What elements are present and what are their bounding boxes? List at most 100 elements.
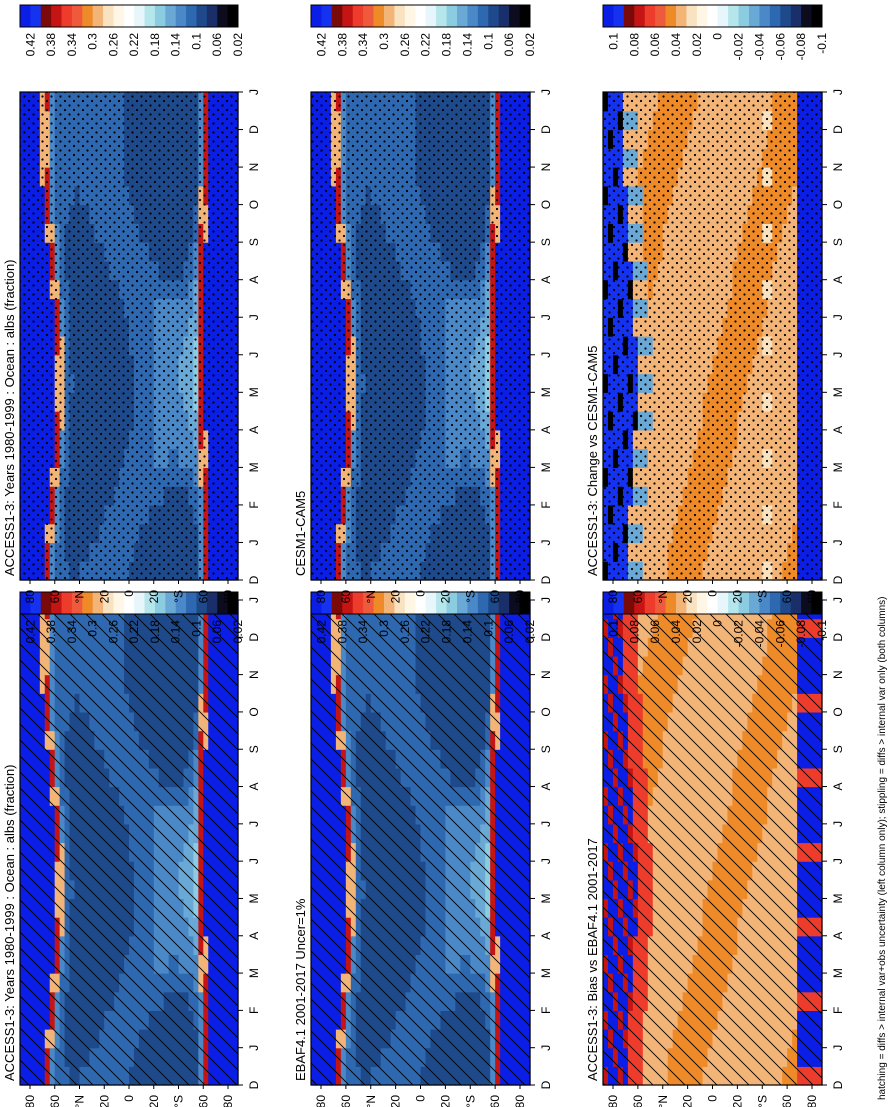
panel-title: CESM1-CAM5 xyxy=(293,491,308,576)
colorbar-swatch xyxy=(20,592,31,614)
y-tick-label: °N xyxy=(73,590,87,603)
x-tick-label: M xyxy=(539,462,553,472)
colorbar-label: 0.3 xyxy=(377,33,391,50)
colorbar-label: 0.02 xyxy=(523,620,537,644)
colorbar-swatch xyxy=(134,592,145,614)
colorbar-swatch xyxy=(217,592,229,614)
colorbar-swatch xyxy=(331,592,343,614)
colorbar-swatch xyxy=(61,592,73,614)
colorbar-label: 0.3 xyxy=(377,620,391,637)
colorbar-frame xyxy=(310,4,531,28)
x-tick-label: A xyxy=(247,276,261,284)
x-tick-label: D xyxy=(247,1080,261,1089)
colorbar-frame xyxy=(19,591,239,615)
x-tick-label: D xyxy=(247,633,261,642)
colorbar-swatch xyxy=(165,5,177,27)
colorbar-swatch xyxy=(217,5,229,27)
colorbar-swatch xyxy=(227,592,239,614)
colorbar-label: 0.1 xyxy=(481,620,495,637)
colorbar-swatch xyxy=(425,592,437,614)
colorbar-swatch xyxy=(457,592,468,614)
colorbar-label: 0.42 xyxy=(314,33,328,57)
colorbar-swatch xyxy=(227,5,239,27)
colorbar-swatch xyxy=(509,5,520,27)
colorbar-swatch xyxy=(165,592,177,614)
colorbar-swatch xyxy=(519,5,531,27)
colorbar-swatch xyxy=(186,5,197,27)
x-tick-label: M xyxy=(247,387,261,397)
y-tick-label: 60 xyxy=(196,590,210,604)
colorbar-swatch xyxy=(40,592,52,614)
colorbar-swatch xyxy=(331,5,343,27)
colorbar-label: 0.14 xyxy=(460,33,474,57)
colorbar-2: 0.42 0.38 0.34 0.3 0.26 0.22 0.18 0.14 0.1 0.06 0.… xyxy=(19,4,245,57)
x-tick-label: J xyxy=(539,89,553,95)
colorbar-swatch xyxy=(477,5,489,27)
x-tick-label: A xyxy=(539,426,553,434)
colorbar-swatch xyxy=(51,592,62,614)
x-tick-label: J xyxy=(539,858,553,864)
y-tick-label: 80 xyxy=(23,590,37,604)
colorbar-swatch xyxy=(498,5,510,27)
colorbar-swatch xyxy=(61,5,73,27)
colorbar-swatch xyxy=(321,5,333,27)
colorbar-swatch xyxy=(175,5,187,27)
x-tick-label: J xyxy=(247,597,261,603)
hatching-overlay xyxy=(311,600,530,1085)
x-tick-label: J xyxy=(247,89,261,95)
colorbar-swatch xyxy=(113,5,125,27)
colorbar-swatch xyxy=(384,592,395,614)
x-tick-label: D xyxy=(539,575,553,584)
colorbar-swatch xyxy=(404,5,416,27)
x-tick-label: A xyxy=(539,783,553,791)
y-tick-label: 60 xyxy=(488,590,502,604)
colorbar-swatch xyxy=(352,5,364,27)
colorbar-swatch xyxy=(498,592,510,614)
x-tick-label: F xyxy=(247,1007,261,1014)
colorbar-label: 0.1 xyxy=(189,620,203,637)
colorbar-swatch xyxy=(394,5,406,27)
x-tick-label: J xyxy=(539,314,553,320)
y-tick-label: 20 xyxy=(147,1095,161,1107)
x-tick-label: M xyxy=(539,387,553,397)
colorbar-label: 0.34 xyxy=(356,33,370,57)
colorbar-swatch xyxy=(175,592,187,614)
x-tick-label: N xyxy=(247,163,261,172)
y-tick-label: 80 xyxy=(221,1095,235,1107)
colorbar-label: 0.38 xyxy=(44,620,58,644)
x-tick-label: A xyxy=(247,932,261,940)
colorbar-swatch xyxy=(206,592,218,614)
colorbar-label: 0.02 xyxy=(523,33,537,57)
colorbar-label: 0.18 xyxy=(440,33,454,57)
x-tick-label: J xyxy=(539,539,553,545)
colorbar-swatch xyxy=(196,5,208,27)
colorbar-label: 0.14 xyxy=(460,620,474,644)
colorbar-label: 0.1 xyxy=(481,33,495,50)
colorbar-swatch xyxy=(123,5,135,27)
colorbar-label: 0.34 xyxy=(65,33,79,57)
colorbar-label: 0.18 xyxy=(148,33,162,57)
y-tick-label: 20 xyxy=(97,1095,111,1107)
x-tick-label: N xyxy=(247,670,261,679)
y-tick-label: 60 xyxy=(488,1095,502,1107)
y-tick-label: °S xyxy=(172,1095,186,1107)
colorbar-swatch xyxy=(103,5,114,27)
colorbar-label: 0.34 xyxy=(65,620,79,644)
x-tick-label: O xyxy=(247,200,261,209)
colorbar-swatch xyxy=(446,5,458,27)
colorbar-swatch xyxy=(123,592,135,614)
colorbar-label: 0.42 xyxy=(23,33,37,57)
y-tick-label: 0 xyxy=(414,590,428,597)
x-tick-label: J xyxy=(247,314,261,320)
colorbar-swatch xyxy=(311,5,322,27)
colorbar-swatch xyxy=(71,592,83,614)
colorbar-label: 0.22 xyxy=(127,33,141,57)
colorbar-swatch xyxy=(206,5,218,27)
y-tick-label: 80 xyxy=(513,1095,527,1107)
colorbar-label: 0.3 xyxy=(86,33,100,50)
colorbar-swatch xyxy=(415,5,427,27)
y-tick-label: 20 xyxy=(438,1095,452,1107)
colorbar-label: 0.42 xyxy=(23,620,37,644)
